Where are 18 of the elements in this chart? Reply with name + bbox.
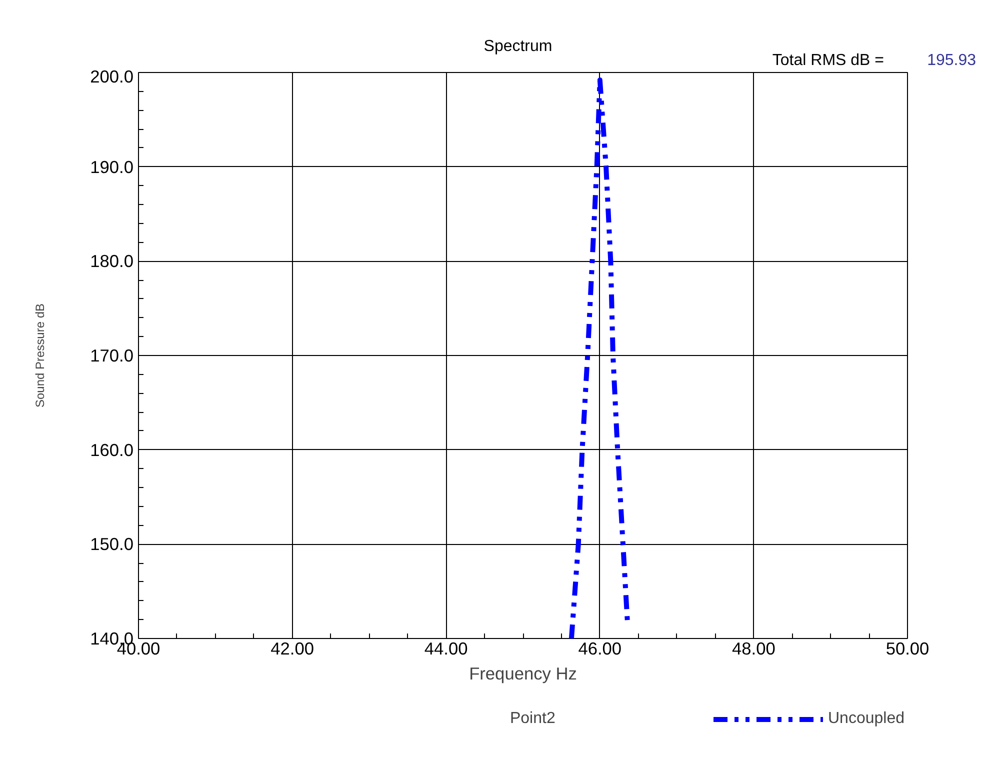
- y-tick-label: 160.0: [90, 440, 134, 460]
- text: Total RMS dB =: [772, 51, 884, 71]
- y-tick-label: 180.0: [90, 251, 134, 272]
- chart-title: Spectrum: [484, 37, 552, 57]
- text: Point2: [510, 710, 556, 727]
- x-tick-label: 46.00: [578, 638, 622, 658]
- x-tick-label: 42.00: [270, 638, 314, 658]
- text: 195.93: [927, 51, 976, 71]
- x-axis-title: Frequency Hz: [469, 664, 577, 684]
- y-tick-label: 170.0: [90, 346, 134, 366]
- y-tick-label: 190.0: [90, 156, 134, 177]
- x-tick-label: 44.00: [424, 638, 468, 658]
- x-tick-label: 48.00: [732, 638, 776, 658]
- x-tick-label: 50.00: [886, 638, 930, 658]
- y-axis-title: Sound Pressure dB: [33, 303, 48, 408]
- text: Uncoupled: [828, 710, 904, 728]
- y-tick-label: 150.0: [90, 534, 134, 554]
- y-tick-label: 200.0: [90, 66, 134, 86]
